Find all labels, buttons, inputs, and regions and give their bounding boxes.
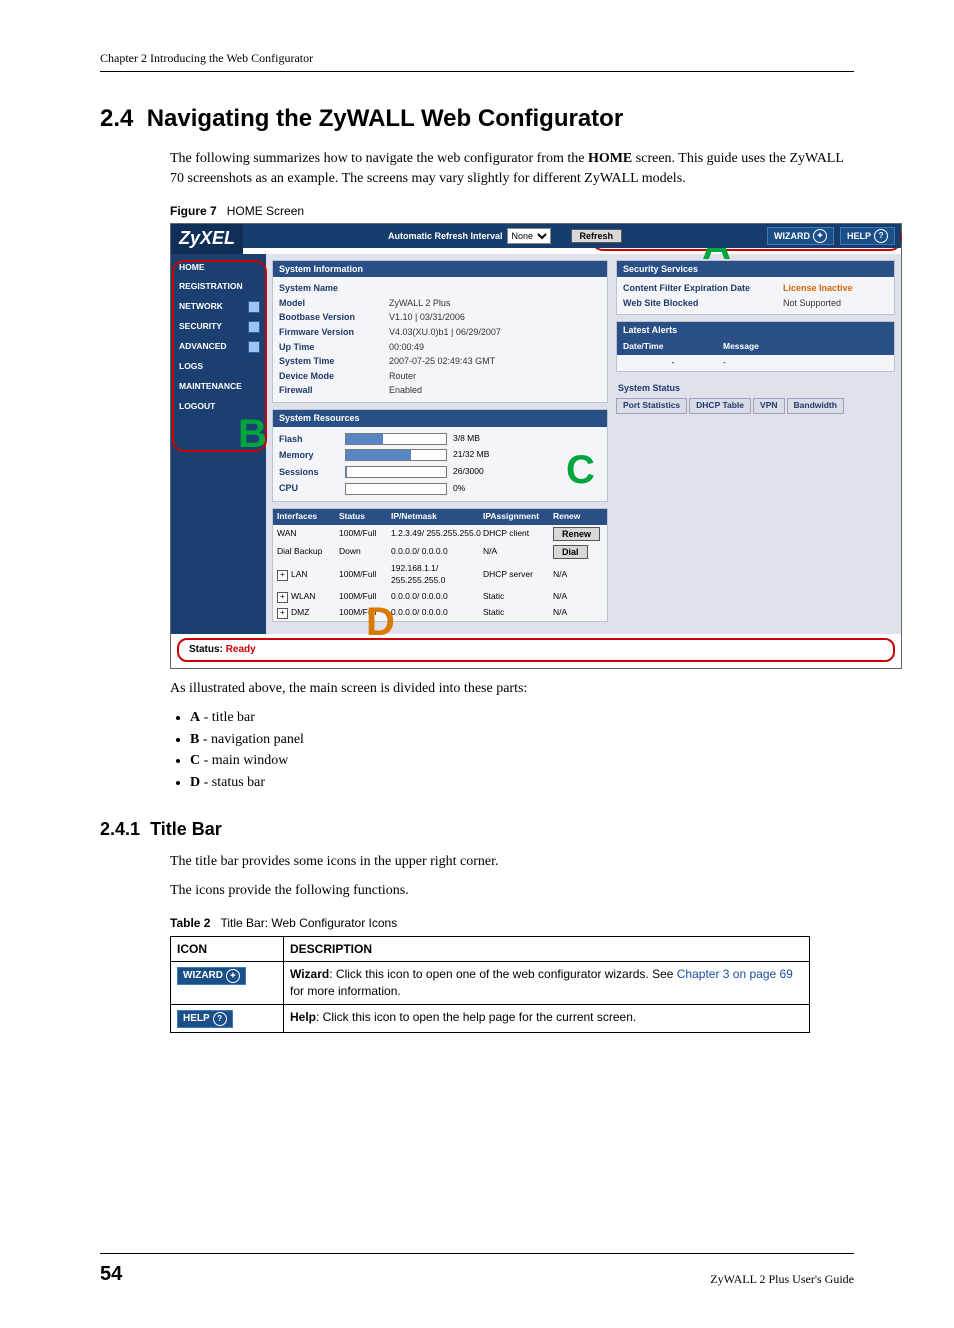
parts-intro: As illustrated above, the main screen is… (100, 679, 854, 699)
dial-button[interactable]: Dial (553, 545, 588, 559)
nav-item-home[interactable]: HOME (171, 258, 266, 278)
intro-paragraph: The following summarizes how to navigate… (100, 149, 854, 188)
sysinfo-row: Device ModeRouter (279, 369, 601, 384)
xref-link[interactable]: Chapter 3 on page 69 (677, 967, 793, 981)
zyxel-logo: ZyXEL (171, 224, 243, 253)
help-icon: HELP ? (177, 1010, 233, 1028)
expand-icon[interactable]: + (277, 608, 288, 619)
nav-item-network[interactable]: NETWORK (171, 297, 266, 317)
wand-icon: ✦ (813, 229, 827, 243)
section-number: 2.4 (100, 105, 133, 132)
sysinfo-row: FirewallEnabled (279, 383, 601, 398)
subsection-heading: 2.4.1 Title Bar (100, 817, 854, 842)
chapter-header: Chapter 2 Introducing the Web Configurat… (100, 50, 854, 72)
table-row: WIZARD ✦Wizard: Click this icon to open … (171, 962, 810, 1005)
wizard-button[interactable]: WIZARD ✦ (767, 227, 834, 245)
interface-row: +DMZ100M/Full0.0.0.0/ 0.0.0.0StaticN/A (273, 605, 607, 621)
resource-row: CPU0% (279, 480, 601, 497)
page-number: 54 (100, 1260, 122, 1288)
secsvc-row: Content Filter Expiration DateLicense In… (623, 281, 888, 296)
sysinfo-row: System Name (279, 281, 601, 296)
tab-vpn[interactable]: VPN (753, 398, 784, 414)
sysinfo-row: Bootbase VersionV1.10 | 03/31/2006 (279, 310, 601, 325)
system-status-panel: System Status Port StatisticsDHCP TableV… (616, 378, 895, 414)
sysinfo-row: Firmware VersionV4.03(XU.0)b1 | 06/29/20… (279, 325, 601, 340)
page-footer: 54 ZyWALL 2 Plus User's Guide (100, 1253, 854, 1288)
sysinfo-row: ModelZyWALL 2 Plus (279, 296, 601, 311)
interface-row: Dial BackupDown0.0.0.0/ 0.0.0.0N/ADial (273, 543, 607, 561)
system-resources-panel: System Resources Flash3/8 MBMemory21/32 … (272, 409, 608, 502)
nav-item-registration[interactable]: REGISTRATION (171, 277, 266, 297)
table-caption: Table 2 Title Bar: Web Configurator Icon… (170, 915, 854, 932)
refresh-button[interactable]: Refresh (571, 229, 623, 243)
resource-row: Memory21/32 MB (279, 447, 601, 464)
section-heading: 2.4 Navigating the ZyWALL Web Configurat… (100, 102, 854, 136)
nav-item-security[interactable]: SECURITY (171, 317, 266, 337)
subsection-p2: The icons provide the following function… (100, 881, 854, 901)
nav-item-logout[interactable]: LOGOUT (171, 397, 266, 417)
expand-icon (248, 321, 260, 333)
interface-row: WAN100M/Full1.2.3.49/ 255.255.255.0DHCP … (273, 525, 607, 543)
interface-row: +LAN100M/Full192.168.1.1/ 255.255.255.0D… (273, 561, 607, 589)
system-info-panel: System Information System NameModelZyWAL… (272, 260, 608, 403)
part-item: D - status bar (190, 773, 854, 793)
expand-icon[interactable]: + (277, 592, 288, 603)
latest-alerts-panel: Latest Alerts Date/Time Message - - (616, 321, 895, 371)
help-button[interactable]: HELP ? (840, 227, 895, 245)
resource-row: Sessions26/3000 (279, 464, 601, 481)
secsvc-row: Web Site BlockedNot Supported (623, 296, 888, 311)
expand-icon (248, 341, 260, 353)
tab-dhcp-table[interactable]: DHCP Table (689, 398, 751, 414)
question-icon: ? (874, 229, 888, 243)
expand-icon[interactable]: + (277, 570, 288, 581)
sysinfo-row: System Time2007-07-25 02:49:43 GMT (279, 354, 601, 369)
nav-item-maintenance[interactable]: MAINTENANCE (171, 377, 266, 397)
resource-row: Flash3/8 MB (279, 431, 601, 448)
figure-caption: Figure 7 HOME Screen (170, 203, 854, 220)
part-item: C - main window (190, 751, 854, 771)
refresh-interval-label: Automatic Refresh Interval (388, 230, 503, 243)
renew-button[interactable]: Renew (553, 527, 600, 541)
expand-icon (248, 301, 260, 313)
interface-row: +WLAN100M/Full0.0.0.0/ 0.0.0.0StaticN/A (273, 589, 607, 605)
section-title: Navigating the ZyWALL Web Configurator (147, 105, 623, 132)
status-bar: Status: Ready (177, 638, 895, 662)
interfaces-panel: Interfaces Status IP/Netmask IPAssignmen… (272, 508, 608, 622)
table-row: HELP ?Help: Click this icon to open the … (171, 1005, 810, 1033)
alert-row: - - (617, 355, 894, 371)
part-item: A - title bar (190, 708, 854, 728)
icons-table: ICON DESCRIPTION WIZARD ✦Wizard: Click t… (170, 936, 810, 1033)
part-item: B - navigation panel (190, 730, 854, 750)
security-services-panel: Security Services Content Filter Expirat… (616, 260, 895, 316)
nav-item-logs[interactable]: LOGS (171, 357, 266, 377)
tab-port-statistics[interactable]: Port Statistics (616, 398, 687, 414)
tab-bandwidth[interactable]: Bandwidth (787, 398, 844, 414)
main-window: System Information System NameModelZyWAL… (266, 254, 901, 634)
refresh-interval-select[interactable]: None (507, 228, 551, 244)
nav-item-advanced[interactable]: ADVANCED (171, 337, 266, 357)
th-desc: DESCRIPTION (284, 936, 810, 962)
nav-panel: HOMEREGISTRATIONNETWORKSECURITYADVANCEDL… (171, 254, 266, 634)
parts-list: A - title barB - navigation panelC - mai… (190, 708, 854, 792)
sysinfo-row: Up Time00:00:49 (279, 340, 601, 355)
subsection-p1: The title bar provides some icons in the… (100, 852, 854, 872)
home-screenshot: A B C D ZyXEL Automatic Refresh Interval… (170, 223, 902, 668)
wizard-icon: WIZARD ✦ (177, 967, 246, 985)
book-title: ZyWALL 2 Plus User's Guide (710, 1271, 854, 1288)
th-icon: ICON (171, 936, 284, 962)
